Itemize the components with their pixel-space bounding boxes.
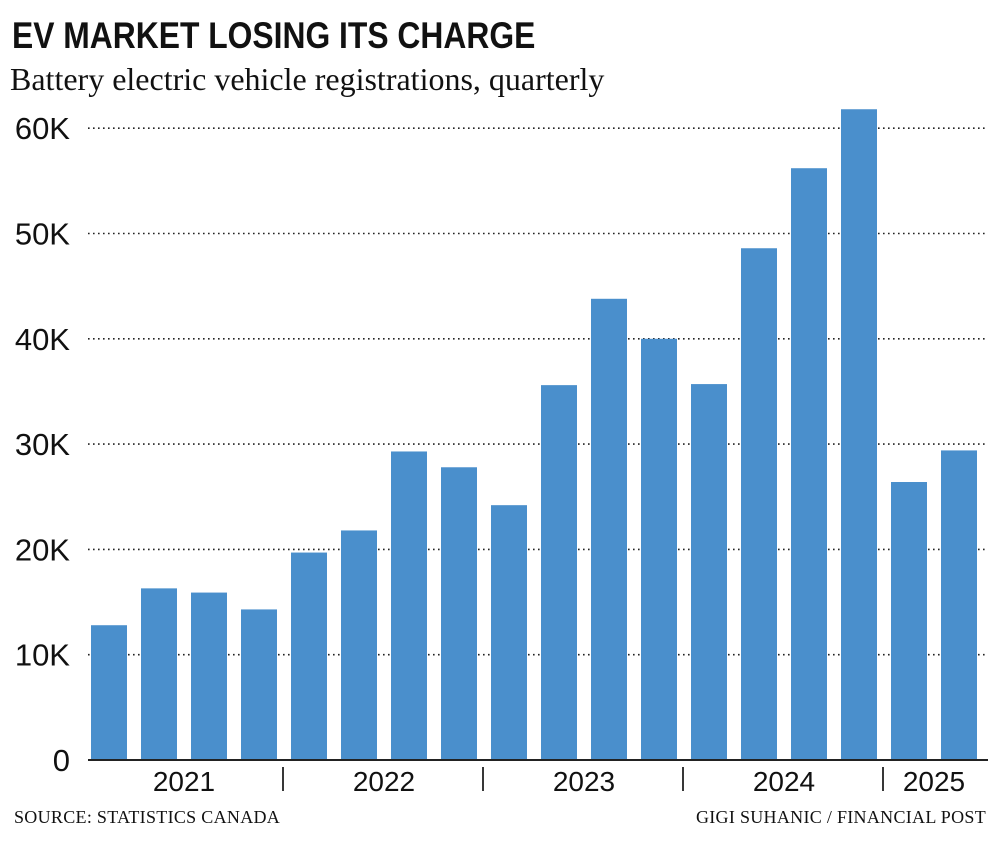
bar-2022-q2: [341, 530, 377, 760]
y-tick-label: 10K: [15, 638, 70, 673]
bar-2024-q2: [741, 248, 777, 760]
bar-2023-q2: [541, 385, 577, 760]
x-year-label: 2022: [353, 766, 415, 797]
bar-2022-q1: [291, 552, 327, 760]
bar-2023-q3: [591, 298, 627, 760]
y-tick-label: 60K: [15, 111, 70, 146]
y-tick-label: 0: [53, 743, 70, 778]
axes: [88, 759, 988, 791]
x-year-label: 2021: [153, 766, 215, 797]
y-tick-label: 20K: [15, 532, 70, 567]
bar-2021-q2: [141, 588, 177, 760]
bar-2023-q1: [491, 505, 527, 760]
chart-title: EV MARKET LOSING ITS CHARGE: [12, 15, 536, 56]
tick-labels: 0 10K 20K 30K 40K 50K 60K 2021 2022 2023 2024 2025: [15, 111, 965, 797]
bar-2024-q1: [691, 384, 727, 760]
bar-2025-q1: [891, 482, 927, 760]
chart-subtitle: Battery electric vehicle registrations, …: [10, 61, 605, 97]
bar-2024-q4: [841, 109, 877, 761]
y-tick-label: 30K: [15, 427, 70, 462]
y-tick-label: 50K: [15, 217, 70, 252]
x-year-label: 2024: [753, 766, 815, 797]
x-year-label: 2025: [903, 766, 965, 797]
bar-2021-q3: [191, 592, 227, 760]
bar-2022-q4: [441, 467, 477, 760]
bar-2023-q4: [641, 338, 677, 760]
bar-2024-q3: [791, 168, 827, 761]
bars: [91, 109, 977, 761]
source-note: SOURCE: STATISTICS CANADA: [14, 807, 281, 827]
y-tick-label: 40K: [15, 322, 70, 357]
credit-note: GIGI SUHANIC / FINANCIAL POST: [695, 807, 986, 827]
gridlines: [88, 127, 988, 656]
bar-2021-q1: [91, 625, 127, 760]
bar-2022-q3: [391, 451, 427, 760]
x-year-label: 2023: [553, 766, 615, 797]
bar-2021-q4: [241, 609, 277, 760]
bar-2025-q2: [941, 450, 977, 760]
